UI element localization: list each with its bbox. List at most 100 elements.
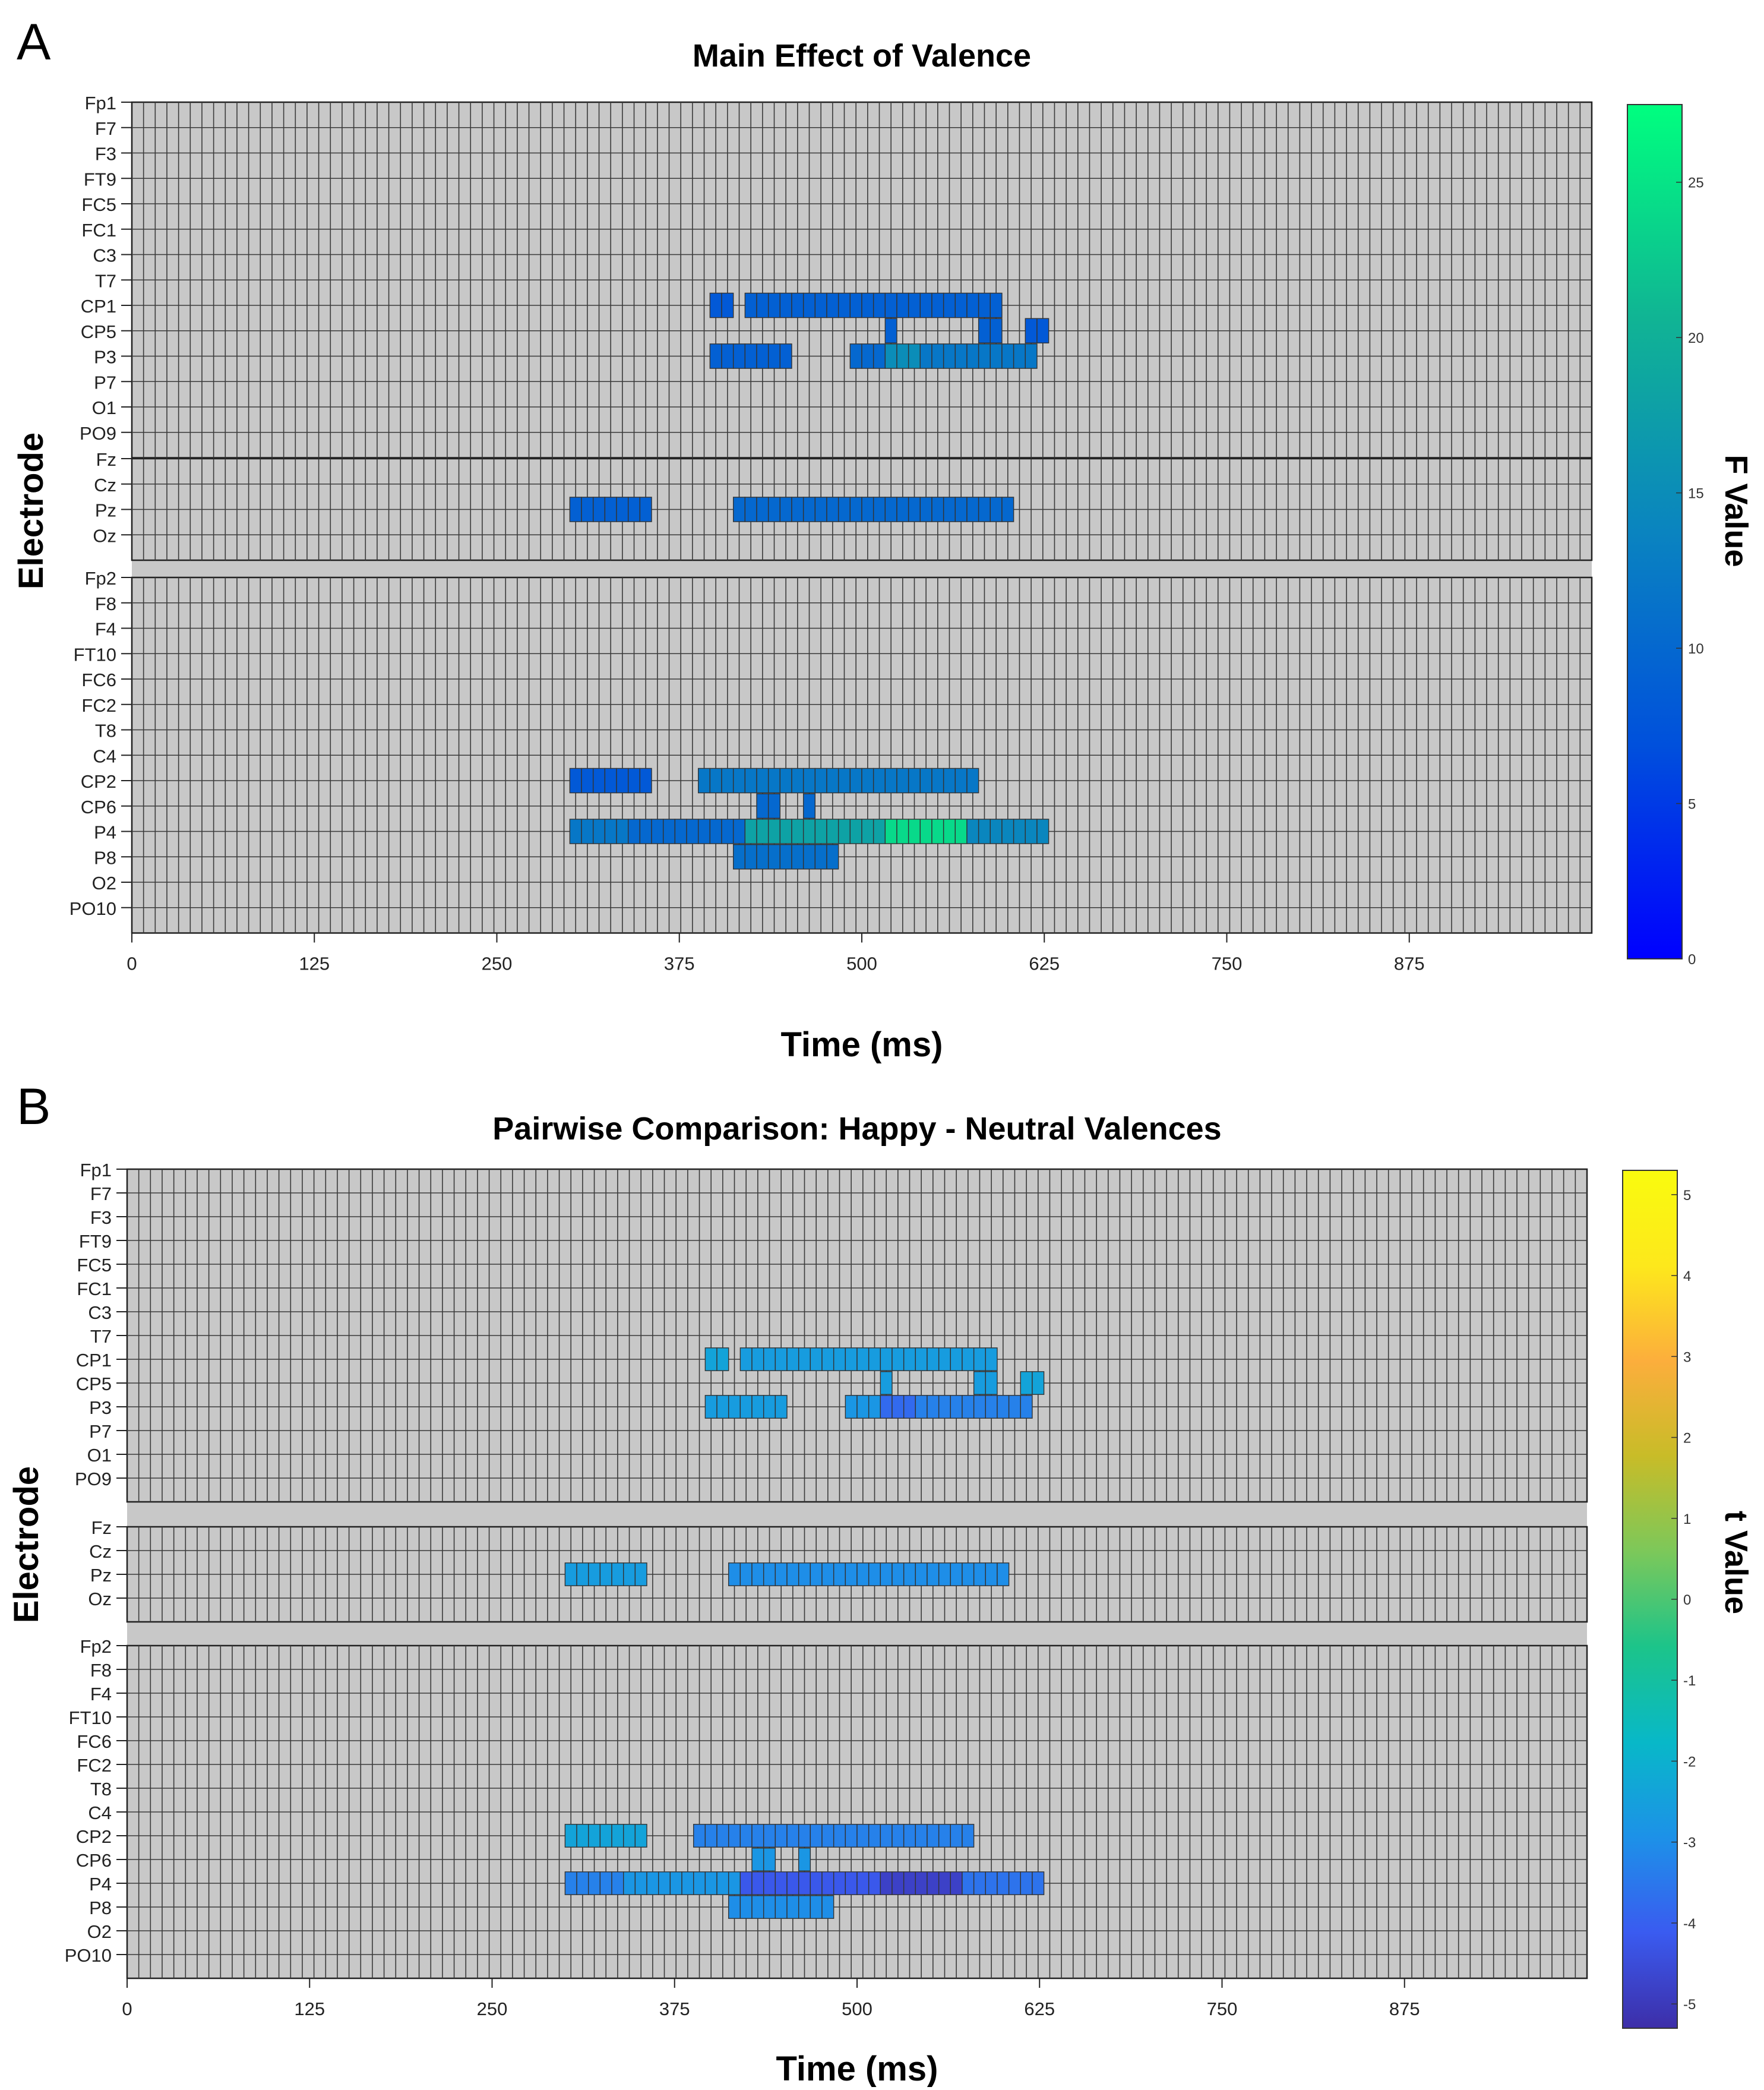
grid-lines (132, 577, 1592, 933)
cell-pz-332 (611, 1562, 624, 1586)
chart-title: Pairwise Comparison: Happy - Neutral Val… (492, 1111, 1221, 1147)
electrode-label-c4: C4 (88, 1802, 112, 1823)
cell-cp2-436 (767, 768, 781, 794)
cell-p4-556 (943, 819, 956, 844)
cell-cp5-516 (884, 318, 897, 344)
cell-pz-420 (739, 1562, 753, 1586)
cell-pz-340 (623, 1562, 636, 1586)
chart-title: Main Effect of Valence (693, 38, 1031, 74)
cell-p4-460 (798, 1871, 811, 1895)
colorbar-tick-label-25: 25 (1688, 175, 1704, 191)
cell-p4-364 (658, 1871, 671, 1895)
cell-p4-428 (751, 1871, 764, 1895)
x-tick-label-375: 375 (659, 1999, 690, 2019)
cell-p4-300 (569, 819, 582, 844)
x-tick-label-125: 125 (299, 954, 330, 974)
cell-pz-540 (919, 497, 932, 522)
cell-p3-420 (744, 343, 757, 369)
electrode-label-f8: F8 (90, 1660, 112, 1681)
cell-p4-620 (1032, 1871, 1045, 1895)
colorbar-gradient (1627, 104, 1683, 959)
grid-lines (127, 1169, 1587, 1502)
cell-p8-436 (767, 844, 781, 870)
cell-p4-484 (837, 819, 851, 844)
cell-pz-596 (1001, 497, 1014, 522)
cell-cp6-436 (763, 1848, 776, 1871)
cell-p4-492 (849, 819, 862, 844)
cell-p4-356 (646, 1871, 659, 1895)
cell-p3-444 (774, 1395, 788, 1419)
cell-pz-572 (966, 497, 979, 522)
cell-cp2-564 (950, 1824, 963, 1848)
electrode-label-fc1: FC1 (81, 220, 116, 241)
cell-p4-612 (1020, 1871, 1033, 1895)
cell-pz-548 (931, 497, 944, 522)
cell-p4-548 (927, 1871, 940, 1895)
cell-cp2-524 (892, 1824, 905, 1848)
cell-p4-388 (697, 819, 711, 844)
electrode-label-po9: PO9 (75, 1469, 112, 1489)
cell-cp5-612 (1025, 318, 1038, 344)
electrode-label-t8: T8 (95, 721, 116, 741)
cell-p4-500 (856, 1871, 870, 1895)
cell-cp2-444 (779, 768, 792, 794)
cell-p4-508 (868, 1871, 881, 1895)
electrode-label-fz: Fz (91, 1517, 112, 1538)
cell-cp2-404 (721, 768, 734, 794)
cell-p3-612 (1020, 1395, 1033, 1419)
cell-p4-340 (623, 1871, 636, 1895)
cell-cp1-540 (919, 292, 932, 318)
cell-cp2-460 (802, 768, 816, 794)
electrode-label-fc5: FC5 (81, 194, 116, 215)
cell-p3-508 (868, 1395, 881, 1419)
cell-p8-444 (779, 844, 792, 870)
cell-cp1-588 (990, 292, 1003, 318)
x-tick-label-875: 875 (1394, 954, 1425, 974)
cell-cp5-612 (1020, 1371, 1033, 1395)
cell-pz-324 (599, 1562, 612, 1586)
cell-p4-348 (639, 819, 652, 844)
cell-pz-428 (751, 1562, 764, 1586)
cell-cp2-524 (896, 768, 909, 794)
cell-pz-508 (872, 497, 886, 522)
cell-cp1-572 (962, 1347, 975, 1371)
cell-p3-404 (721, 343, 734, 369)
electrode-label-fp2: Fp2 (85, 568, 116, 589)
colorbar-tick-label-15: 15 (1688, 486, 1704, 502)
cell-cp2-556 (938, 1824, 951, 1848)
cell-pz-412 (732, 497, 746, 522)
cell-p3-508 (872, 343, 886, 369)
x-tick-label-0: 0 (127, 954, 137, 974)
electrode-label-o2: O2 (92, 873, 116, 894)
cell-pz-492 (845, 1562, 858, 1586)
cell-cp2-492 (845, 1824, 858, 1848)
cell-cp2-500 (861, 768, 874, 794)
cell-cp2-516 (880, 1824, 893, 1848)
electrode-label-fc1: FC1 (77, 1278, 112, 1299)
cell-cp2-316 (588, 1824, 601, 1848)
cell-cp2-468 (814, 768, 827, 794)
electrode-label-cp5: CP5 (76, 1374, 112, 1394)
electrode-label-p3: P3 (94, 347, 116, 368)
colorbar-label: F Value (1718, 454, 1754, 567)
electrode-label-cz: Cz (89, 1541, 112, 1562)
cell-cp1-460 (802, 292, 816, 318)
electrode-label-ft10: FT10 (74, 644, 116, 665)
cell-p4-604 (1013, 819, 1026, 844)
cell-p4-404 (721, 819, 734, 844)
cell-pz-436 (763, 1562, 776, 1586)
cell-cp1-460 (798, 1347, 811, 1371)
cell-p8-468 (814, 844, 827, 870)
cell-cp1-404 (721, 292, 734, 318)
cell-cp1-524 (892, 1347, 905, 1371)
cell-p3-444 (779, 343, 792, 369)
cell-p3-420 (739, 1395, 753, 1419)
electrode-label-o1: O1 (92, 397, 116, 418)
electrode-label-fp2: Fp2 (80, 1636, 112, 1657)
cell-cp1-484 (837, 292, 851, 318)
cell-p3-572 (966, 343, 979, 369)
cell-p3-596 (1001, 343, 1014, 369)
cell-p3-428 (751, 1395, 764, 1419)
cell-cp1-444 (779, 292, 792, 318)
cell-p4-324 (599, 1871, 612, 1895)
